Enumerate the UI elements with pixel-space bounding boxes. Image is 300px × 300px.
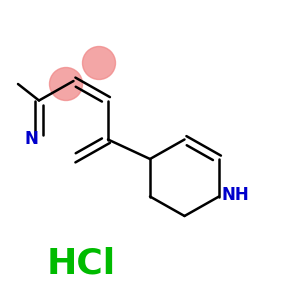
Text: NH: NH <box>222 186 249 204</box>
Circle shape <box>82 46 116 80</box>
Text: HCl: HCl <box>46 247 116 281</box>
Text: N: N <box>25 130 38 148</box>
Circle shape <box>50 68 82 100</box>
